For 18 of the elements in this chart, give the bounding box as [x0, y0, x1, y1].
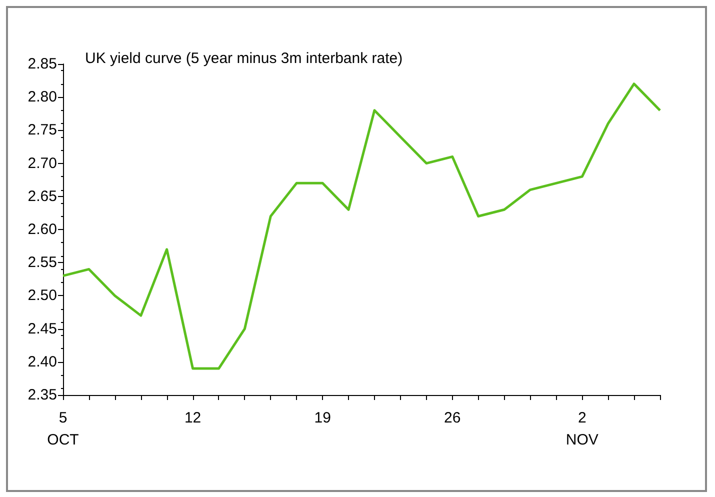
y-tick-label: 2.75 [28, 122, 57, 139]
y-tick-label: 2.85 [28, 56, 57, 72]
x-tick-label: 26 [444, 410, 461, 426]
y-tick-label: 2.60 [28, 221, 57, 238]
y-tick-label: 2.55 [28, 254, 57, 272]
y-tick-label: 2.70 [28, 154, 57, 172]
y-tick-label: 2.40 [28, 353, 57, 370]
x-tick-label: 5 OCT [47, 410, 79, 448]
y-tick-label: 2.45 [28, 320, 57, 338]
x-tick-label: 12 [184, 410, 202, 426]
chart-title: UK yield curve (5 year minus 3m interbank rate) [85, 50, 403, 67]
x-tick-label: 2 NOV [566, 410, 598, 448]
y-tick-label: 2.35 [28, 386, 57, 404]
x-tick-label: 19 [314, 410, 331, 426]
y-tick-label: 2.50 [28, 287, 57, 304]
line-series [62, 82, 662, 370]
y-tick-label: 2.65 [28, 188, 57, 205]
y-tick-label: 2.80 [28, 88, 57, 106]
